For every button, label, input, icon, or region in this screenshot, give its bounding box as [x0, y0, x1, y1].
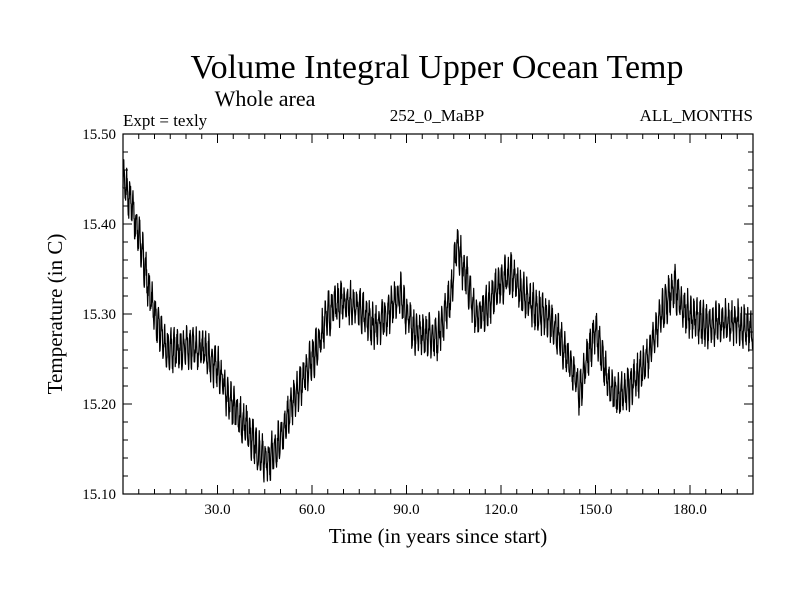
y-tick-label: 15.20: [82, 397, 116, 413]
expt-label: Expt = texly: [123, 111, 208, 130]
series-line: [122, 159, 754, 483]
x-tick-label: 90.0: [393, 502, 419, 518]
x-tick-label: 180.0: [673, 502, 707, 518]
x-tick-label: 120.0: [484, 502, 518, 518]
months-label: ALL_MONTHS: [640, 106, 753, 125]
x-tick-label: 30.0: [204, 502, 230, 518]
axis-tick-labels: 30.0 60.0 90.0 120.0 150.0 180.0 15.10 15.20 15.…: [82, 127, 707, 518]
y-axis-label: Temperature (in C): [43, 234, 67, 395]
plot-frame: [122, 133, 754, 495]
x-tick-label: 60.0: [299, 502, 325, 518]
y-tick-label: 15.10: [82, 487, 116, 503]
y-tick-label: 15.50: [82, 127, 116, 143]
x-tick-label: 150.0: [579, 502, 613, 518]
x-axis-label: Time (in years since start): [329, 524, 548, 548]
y-tick-label: 15.30: [82, 307, 116, 323]
y-tick-label: 15.40: [82, 217, 116, 233]
axis-ticks: [123, 134, 753, 494]
run-label: 252_0_MaBP: [390, 106, 484, 125]
chart-subtitle: Whole area: [215, 86, 316, 111]
chart-title: Volume Integral Upper Ocean Temp: [191, 49, 684, 86]
